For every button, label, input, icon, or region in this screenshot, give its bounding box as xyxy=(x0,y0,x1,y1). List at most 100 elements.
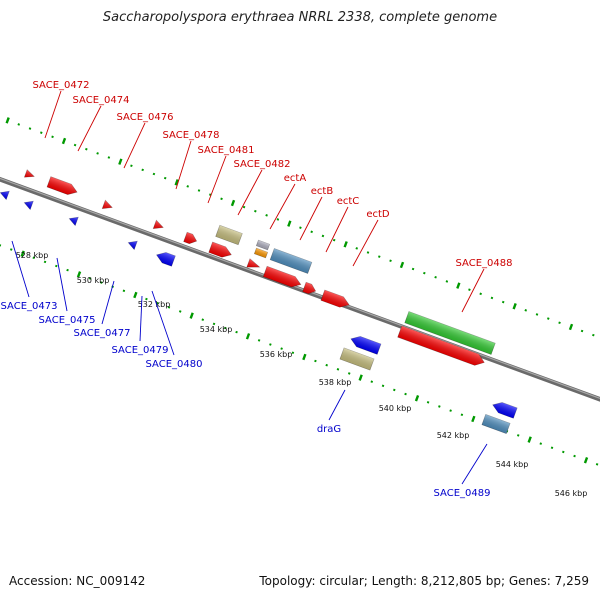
forward-gene-label[interactable]: ectB xyxy=(311,186,334,197)
upper-scale-tick xyxy=(535,313,539,316)
upper-scale-tick xyxy=(580,329,584,333)
lower-scale-tick xyxy=(336,368,340,371)
forward-gene-6[interactable] xyxy=(246,258,261,272)
reverse-gene-2[interactable] xyxy=(68,214,79,227)
forward-gene-3[interactable] xyxy=(152,219,165,232)
forward-gene-9-shade xyxy=(320,290,350,308)
grey-feature[interactable] xyxy=(255,239,271,251)
lower-scale-tick xyxy=(245,333,251,340)
lower-scale-tick xyxy=(314,359,317,363)
forward-gene-5[interactable] xyxy=(208,241,233,260)
reverse-gene-1-shade xyxy=(24,201,34,210)
forward-gene-5-shade xyxy=(208,242,232,258)
forward-gene-10[interactable] xyxy=(397,325,487,368)
khaki-feature-2[interactable] xyxy=(339,347,375,371)
forward-gene-label[interactable]: SACE_0472 xyxy=(33,80,90,91)
reverse-label-leader xyxy=(11,240,30,298)
forward-gene-8[interactable] xyxy=(302,281,318,296)
reverse-gene-5[interactable] xyxy=(349,334,382,355)
forward-gene-label[interactable]: SACE_0482 xyxy=(234,159,291,170)
reverse-gene-3-shade xyxy=(128,241,138,250)
reverse-label-leader xyxy=(139,295,143,342)
reverse-gene-label[interactable]: SACE_0477 xyxy=(74,328,131,339)
forward-gene-label[interactable]: SACE_0478 xyxy=(163,130,220,141)
lower-scale-tick xyxy=(189,312,194,319)
forward-gene-label[interactable]: SACE_0476 xyxy=(117,112,174,123)
steelblue-feature-2[interactable] xyxy=(481,413,511,435)
reverse-gene-4-shade xyxy=(156,252,176,267)
lower-scale-tick xyxy=(595,463,599,466)
forward-gene-9[interactable] xyxy=(320,289,351,310)
forward-gene-label[interactable]: SACE_0474 xyxy=(73,95,130,106)
reverse-gene-3[interactable] xyxy=(127,238,138,251)
khaki-feature-1[interactable] xyxy=(215,224,243,246)
upper-scale-tick xyxy=(456,282,461,289)
upper-scale-tick xyxy=(17,123,21,126)
reverse-label-leader xyxy=(56,257,68,312)
forward-gene-label[interactable]: ectC xyxy=(337,196,360,207)
reverse-gene-label[interactable]: SACE_0489 xyxy=(434,488,491,499)
lower-scale-tick xyxy=(167,306,171,309)
reverse-gene-6[interactable] xyxy=(491,400,518,419)
tick-label: 532 kbp xyxy=(138,300,171,309)
reverse-gene-label[interactable]: SACE_0480 xyxy=(146,359,203,370)
forward-label-leader xyxy=(207,155,227,204)
upper-scale-tick xyxy=(197,189,201,192)
reverse-gene-label[interactable]: SACE_0475 xyxy=(39,315,96,326)
lower-scale-tick xyxy=(460,413,464,417)
forward-gene-7[interactable] xyxy=(262,265,302,289)
forward-gene-2[interactable] xyxy=(101,199,114,212)
upper-scale-tick xyxy=(399,261,405,269)
label-layer: 528 kbp 530 kbp 532 kbp 534 kbp 536 kbp 538 k… xyxy=(1,80,588,499)
forward-label-leader xyxy=(299,196,323,241)
lower-scale-tick xyxy=(201,318,205,321)
green-feature-shade xyxy=(404,311,496,355)
lower-scale-tick xyxy=(235,330,238,334)
lower-scale-tick xyxy=(133,291,138,299)
steelblue-feature-2-shade xyxy=(481,414,511,434)
reverse-gene-label[interactable]: SACE_0473 xyxy=(1,301,58,312)
lower-scale-tick xyxy=(358,374,363,381)
reverse-gene-0[interactable] xyxy=(0,188,10,201)
upper-scale-tick xyxy=(186,185,190,188)
orange-feature[interactable] xyxy=(253,247,269,259)
forward-gene-0-shade xyxy=(24,169,35,178)
upper-scale-tick xyxy=(130,164,133,168)
steelblue-feature-1[interactable] xyxy=(269,248,313,274)
forward-gene-4[interactable] xyxy=(183,231,199,246)
green-feature[interactable] xyxy=(404,311,496,355)
forward-gene-10-shade xyxy=(397,325,485,366)
forward-label-leader xyxy=(237,169,263,216)
lower-scale-tick xyxy=(32,256,36,260)
forward-gene-0[interactable] xyxy=(23,169,35,181)
forward-label-leader xyxy=(44,90,62,139)
forward-label-leader xyxy=(325,206,349,253)
upper-scale-tick xyxy=(174,179,179,186)
backbone-layer xyxy=(0,176,600,402)
reverse-gene-2-shade xyxy=(69,217,79,226)
lower-scale-tick xyxy=(370,380,374,383)
forward-gene-4-shade xyxy=(183,232,197,244)
upper-scale-tick xyxy=(512,303,517,310)
reverse-gene-4[interactable] xyxy=(155,250,176,267)
forward-gene-label[interactable]: SACE_0488 xyxy=(456,258,513,269)
forward-gene-8-shade xyxy=(302,282,316,294)
reverse-gene-1[interactable] xyxy=(23,198,34,211)
reverse-gene-5-shade xyxy=(350,336,381,355)
lower-scale-tick xyxy=(9,248,13,251)
reverse-gene-6-shade xyxy=(492,402,518,419)
upper-scale-tick xyxy=(28,127,32,130)
upper-scale-tick xyxy=(558,321,561,325)
reverse-gene-label[interactable]: draG xyxy=(317,424,341,435)
lower-scale-tick xyxy=(66,268,69,272)
forward-gene-label[interactable]: ectD xyxy=(366,209,390,220)
lower-scale-tick xyxy=(414,395,420,402)
lower-scale-tick xyxy=(438,405,441,408)
reverse-gene-label[interactable]: SACE_0479 xyxy=(112,345,169,356)
forward-gene-1[interactable] xyxy=(46,176,79,198)
forward-gene-label[interactable]: SACE_0481 xyxy=(198,145,255,156)
forward-gene-label[interactable]: ectA xyxy=(284,173,307,184)
forward-label-leader xyxy=(123,122,146,169)
lower-scale-tick xyxy=(156,301,159,305)
